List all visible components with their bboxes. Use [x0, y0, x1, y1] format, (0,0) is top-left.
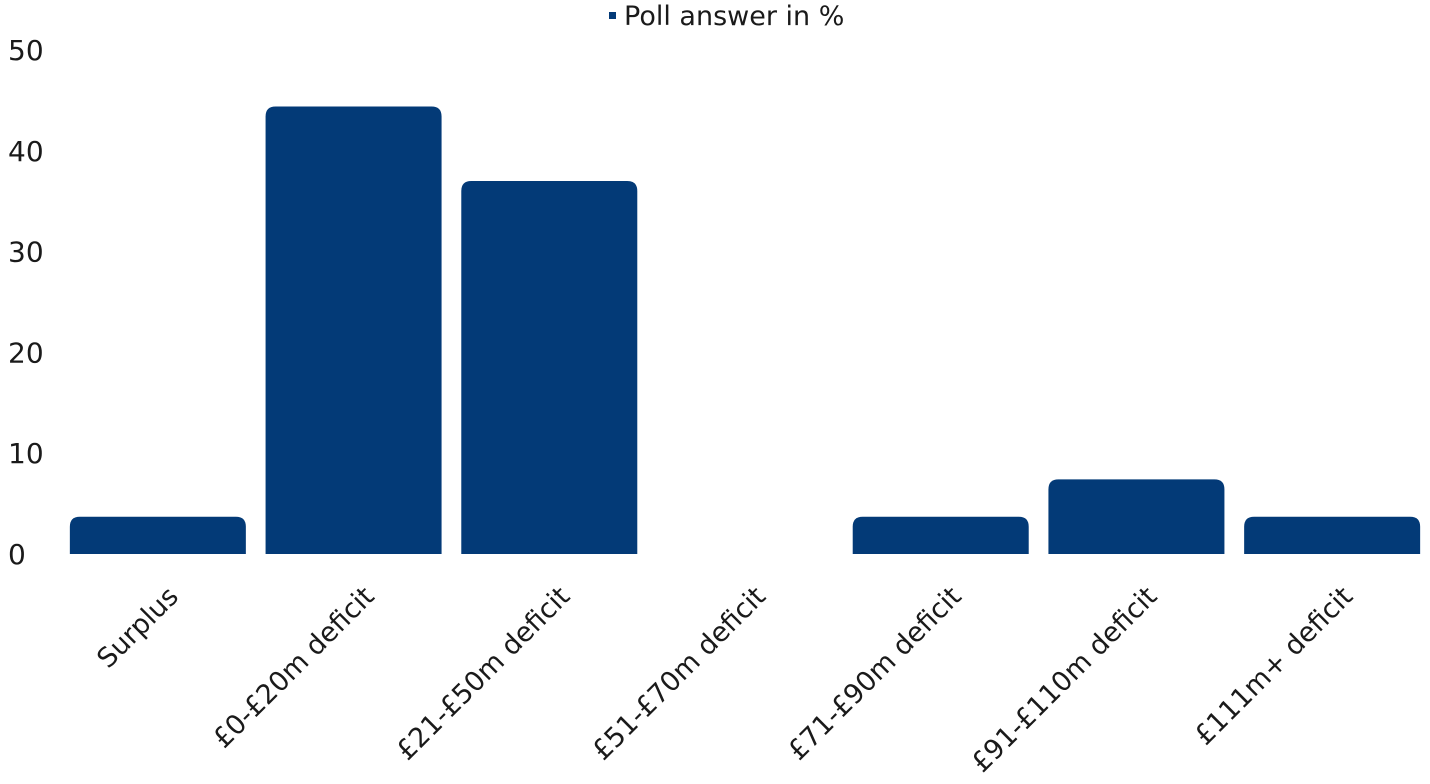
- x-axis: Surplus £0-£20m deficit £21-£50m deficit £5…: [91, 581, 1359, 779]
- legend: Poll answer in %: [609, 1, 844, 32]
- bar: [852, 516, 1029, 554]
- x-tick-label: £0-£20m deficit: [207, 581, 380, 754]
- bar: [265, 106, 442, 554]
- x-tick-label: £51-£70m deficit: [586, 581, 772, 767]
- bar: [461, 181, 638, 555]
- x-tick-label: £71-£90m deficit: [782, 581, 968, 767]
- y-tick-label: 0: [8, 538, 26, 571]
- legend-swatch: [609, 12, 616, 19]
- legend-label: Poll answer in %: [624, 1, 844, 32]
- y-tick-label: 10: [8, 437, 44, 470]
- x-tick-label: £91-£110m deficit: [966, 581, 1164, 779]
- y-tick-label: 30: [8, 236, 44, 269]
- x-tick-label: £111m+ deficit: [1189, 581, 1359, 751]
- bar: [69, 516, 246, 554]
- x-tick-label: Surplus: [91, 581, 184, 674]
- bar: [1048, 479, 1225, 554]
- x-tick-label: £21-£50m deficit: [391, 581, 577, 767]
- bar: [1244, 516, 1421, 554]
- y-tick-label: 20: [8, 336, 44, 369]
- y-tick-label: 40: [8, 135, 44, 168]
- bars: [69, 106, 1421, 555]
- y-tick-label: 50: [8, 34, 44, 67]
- y-axis: 0 10 20 30 40 50: [8, 34, 44, 571]
